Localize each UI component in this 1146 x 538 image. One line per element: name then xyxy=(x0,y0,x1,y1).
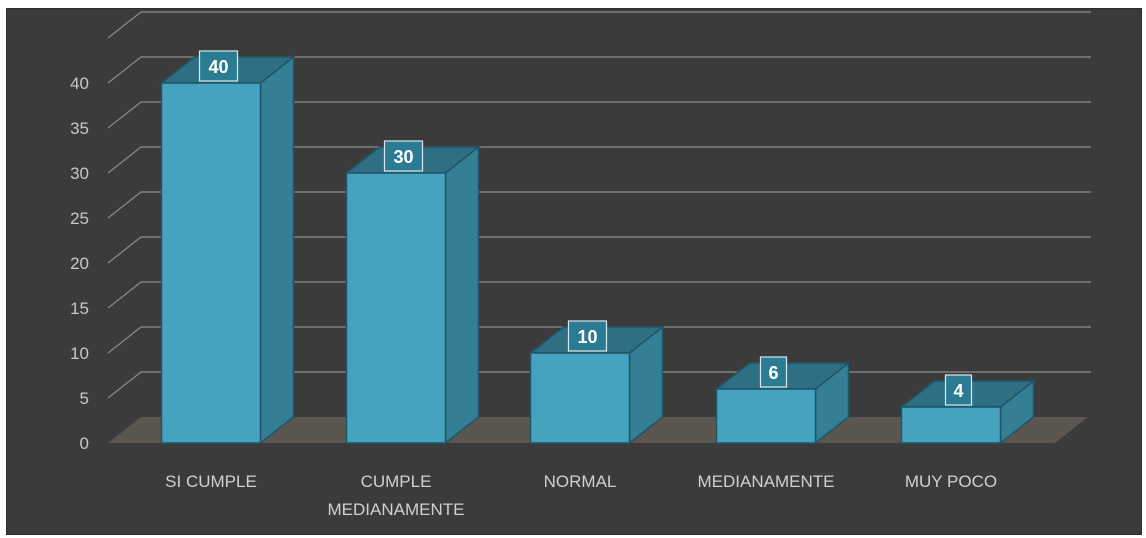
data-label-box xyxy=(198,50,239,82)
bar-front-face xyxy=(715,388,817,444)
y-tick-label: 15 xyxy=(70,299,89,318)
data-label-text: 6 xyxy=(768,363,778,383)
y-tick-label: 25 xyxy=(70,209,89,228)
x-category-label: NORMAL xyxy=(544,472,617,491)
data-label-text: 30 xyxy=(393,147,413,167)
y-tick-label: 10 xyxy=(70,344,89,363)
x-category-label: MEDIANAMENTE xyxy=(698,472,835,491)
data-label-text: 40 xyxy=(208,57,228,77)
data-label-box xyxy=(383,140,424,172)
y-tick-label: 20 xyxy=(70,254,89,273)
gridline xyxy=(107,281,1091,309)
gridline xyxy=(107,236,1091,264)
x-category-label: MUY POCO xyxy=(905,472,997,491)
y-tick-label: 30 xyxy=(70,164,89,183)
bar xyxy=(344,145,481,445)
x-category-label: MEDIANAMENTE xyxy=(328,500,465,519)
gridline xyxy=(107,326,1091,354)
bar-chart: 0 5 10 15 20 25 30 35 40 SI CUMPLE CUMPLE MEDIANAM… xyxy=(70,11,1091,519)
bar-front-face xyxy=(160,82,262,444)
data-label: 40 xyxy=(198,50,239,82)
x-category-label: CUMPLE xyxy=(361,472,432,491)
bar-front-face xyxy=(900,406,1002,444)
data-label-box xyxy=(759,356,788,388)
data-label: 4 xyxy=(944,374,973,406)
gridline xyxy=(107,11,1091,39)
y-tick-label: 5 xyxy=(80,389,89,408)
data-label: 10 xyxy=(567,320,608,352)
y-tick-label: 40 xyxy=(70,74,89,93)
gridline xyxy=(107,56,1091,84)
data-label-text: 10 xyxy=(577,327,597,347)
x-category-label: SI CUMPLE xyxy=(165,472,257,491)
bar xyxy=(159,55,296,445)
bar-front-face xyxy=(345,172,447,444)
data-label: 30 xyxy=(383,140,424,172)
data-label-box xyxy=(567,320,608,352)
data-label-text: 4 xyxy=(953,381,963,401)
bar-side-face xyxy=(444,145,480,445)
data-label-box xyxy=(944,374,973,406)
gridline xyxy=(107,146,1091,174)
gridline xyxy=(107,101,1091,129)
gridline xyxy=(107,191,1091,219)
bar xyxy=(528,325,665,445)
y-tick-label: 0 xyxy=(80,434,89,453)
chart-frame: 0 5 10 15 20 25 30 35 40 SI CUMPLE CUMPLE MEDIANAM… xyxy=(6,8,1142,535)
bar-front-face xyxy=(529,352,631,444)
data-label: 6 xyxy=(759,356,788,388)
y-tick-label: 35 xyxy=(70,119,89,138)
bar-side-face xyxy=(259,55,295,445)
